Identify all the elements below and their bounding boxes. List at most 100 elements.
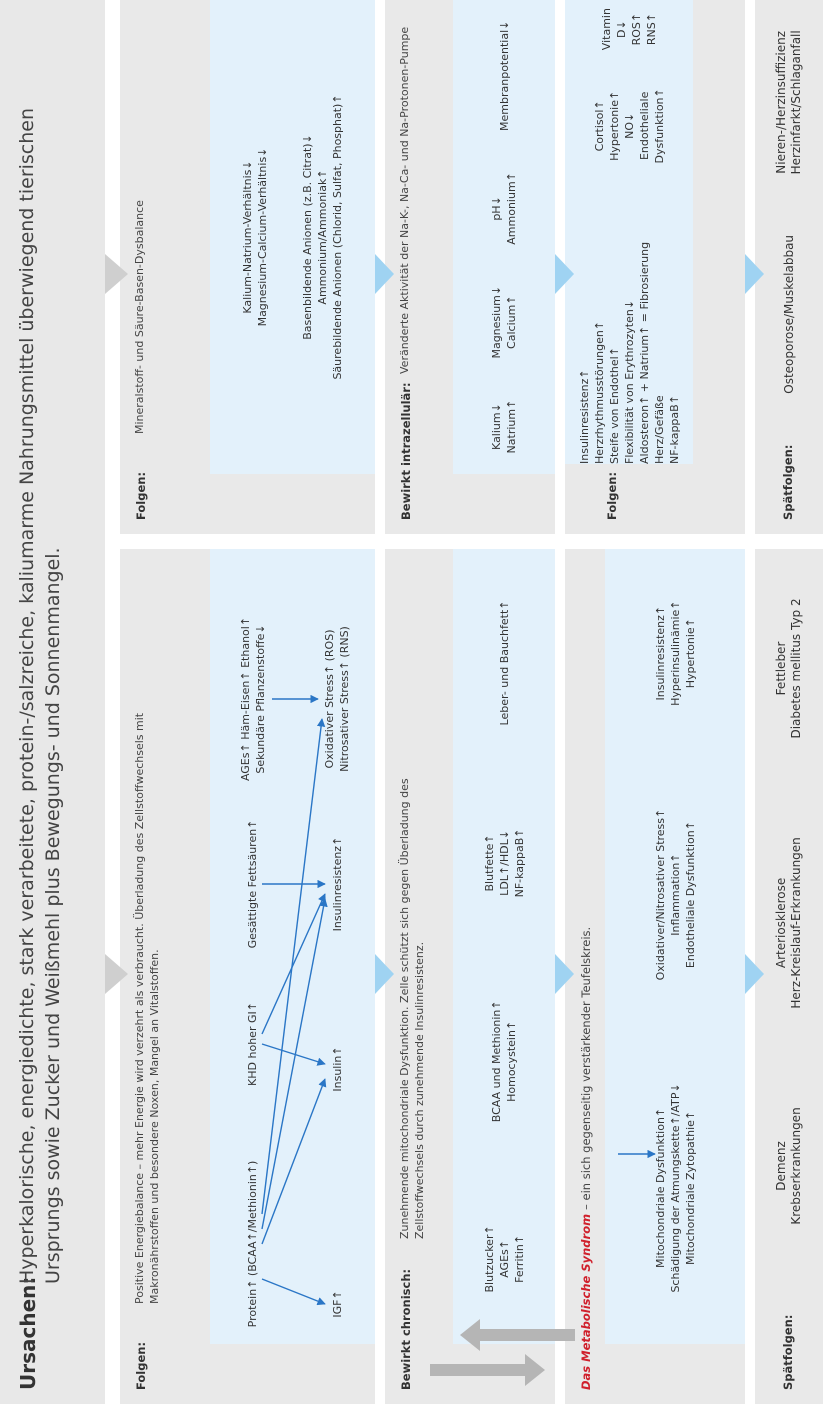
cause-text: KHD hoher GI↑ [246, 1002, 259, 1086]
section-label: Das Metabolische Syndrom – ein sich gege… [579, 927, 593, 1390]
item-group: Blutzucker↑ AGEs↑ Ferritin↑ [482, 1225, 527, 1292]
item-text: Schädigung der Atmungskette↑/ATP↓ [668, 1083, 682, 1293]
item-text: Natrium↑ [505, 399, 518, 454]
item-text: Säurebildende Anionen (Chlorid, Sulfat, … [331, 94, 344, 380]
item-text: NF-kappaB↑ [512, 828, 526, 898]
item-group: pH↓ Ammonium↑ [489, 172, 519, 245]
item-text: Flexibilität von Erythrozyten↓ [622, 299, 636, 464]
cause-text: Gesättigte Fettsäuren↑ [246, 819, 259, 949]
item-text: Insulinresistenz↑ [653, 605, 667, 701]
item-text: Magnesium-Calcium-Verhältnis↓ [256, 147, 269, 327]
item-group: Kalium↓ Natrium↑ [489, 400, 519, 454]
item-group: Blutfette↑ LDL↑/HDL↓ NF-kappaB↑ [482, 828, 527, 897]
cause-group: Protein↑ (BCAA↑/Methionin↑) [245, 1161, 260, 1328]
section-label: Bewirkt chronisch: [399, 1268, 413, 1390]
item-text: Cortisol↑ [592, 100, 606, 152]
item-group: Magnesium↓ Calcium↑ [489, 286, 519, 359]
item-text: Aldosteron↑ + Natrium↑ = Fibrosierung He… [637, 241, 666, 464]
section: Das Metabolische Syndrom – ein sich gege… [565, 549, 745, 1404]
item-group: Demenz Krebserkrankungen [774, 1107, 804, 1224]
section-intro: Veränderte Aktivität der Na-K-, Na-Ca- u… [398, 26, 411, 374]
section: Folgen: Positive Energiebalance – mehr En… [120, 549, 375, 1404]
content-box: Kalium-Natrium-Verhältnis↓ Magnesium-Calc… [210, 0, 375, 474]
section-label: Folgen: [134, 471, 148, 520]
item-group: Fettleber Diabetes mellitus Typ 2 [774, 598, 804, 738]
causes-banner: Ursachen: Hyperkalorische, energiedichte… [0, 0, 105, 1404]
item-group: Membranpotential↓ [497, 21, 512, 131]
section: Bewirkt chronisch: Zunehmende mitochondri… [385, 549, 555, 1404]
item-text: Blutfette↑ [482, 834, 496, 892]
item-text: Endotheliale Dysfunktion↑ [683, 821, 697, 969]
item-text: Ammonium/Ammoniak↑ [316, 169, 329, 305]
causes-label: Ursachen: [16, 1276, 40, 1390]
late-effects: Demenz Krebserkrankungen Arteriosklerose He… [755, 549, 823, 1274]
section-label: Spätfolgen: [781, 444, 795, 520]
item-text: Leber- und Bauchfett↑ [497, 600, 511, 726]
effect-text: Insulinresistenz↑ [331, 836, 344, 932]
item-text: Krebserkrankungen [789, 1107, 803, 1225]
item-group: Osteoporose/Muskelabbau [782, 235, 797, 394]
cause-group: Gesättigte Fettsäuren↑ [245, 820, 260, 949]
item-text: Diabetes mellitus Typ 2 [789, 598, 803, 739]
effect-group: Insulinresistenz↑ [330, 837, 345, 932]
item-group: Insulinresistenz↑ Herzrhythmusstörungen↑ S… [577, 193, 682, 464]
section-label: Folgen: [134, 1341, 148, 1390]
item-text: Hypertonie↑ [607, 90, 621, 161]
section: Bewirkt intrazellulär: Veränderte Aktivit… [385, 0, 555, 534]
section: Folgen: Mineralstoff- und Säure-Basen-Dys… [120, 0, 375, 534]
item-group: Insulinresistenz↑ Hyperinsulinämie↑ Hypert… [653, 600, 698, 705]
item-text: RNS↑ [645, 13, 658, 46]
effect-text: Nitrosativer Stress↑ (RNS) [338, 626, 351, 772]
item-text: ROS↑ [630, 12, 643, 46]
item-text: Herzrhythmusstörungen↑ [592, 320, 606, 464]
item-group: Leber- und Bauchfett↑ [497, 601, 512, 726]
item-text: Demenz [774, 1141, 788, 1191]
section: Spätfolgen: Osteoporose/Muskelabbau Nieren… [755, 0, 823, 534]
section-label: Bewirkt intrazellulär: [399, 382, 413, 520]
item-group: Oxidativer/Nitrosativer Stress↑ Inflammat… [653, 809, 698, 981]
item-group: Kalium-Natrium-Verhältnis↓ Magnesium-Calc… [240, 148, 270, 327]
cause-group: KHD hoher GI↑ [245, 1002, 260, 1086]
effect-group: IGF↑ [330, 1290, 345, 1317]
item-group: BCAA und Methionin↑ Homocystein↑ [489, 1000, 519, 1122]
effect-text: Oxidativer Stress↑ (ROS) [323, 629, 336, 769]
item-text: Basenbildende Anionen (z.B. Citrat)↓ [301, 134, 314, 340]
item-text: Calcium↑ [505, 295, 518, 349]
item-text: Fettleber [774, 641, 788, 696]
cause-text: Protein↑ (BCAA↑/Methionin↑) [246, 1160, 259, 1328]
item-text: Kalium-Natrium-Verhältnis↓ [241, 160, 254, 314]
item-text: LDL↑/HDL↓ [497, 830, 511, 896]
item-text: Mitochondriale Zytopathie↑ [683, 1110, 697, 1265]
cause-text: Sekundäre Pflanzenstoffe↓ [254, 624, 267, 774]
item-group: Vitamin D↓ ROS↑ RNS↑ [599, 0, 659, 58]
item-text: Oxidativer/Nitrosativer Stress↑ [653, 808, 667, 981]
content-box: Blutzucker↑ AGEs↑ Ferritin↑ BCAA und Methio… [453, 549, 555, 1344]
item-text: Hypertonie↑ [683, 618, 697, 689]
section-label: Folgen: [605, 471, 619, 520]
item-text: Ammonium↑ [505, 172, 518, 245]
item-text: Endotheliale Dysfunktion↑ [637, 88, 666, 164]
item-text: NO↓ [622, 112, 636, 139]
content-box: Protein↑ (BCAA↑/Methionin↑) KHD hoher GI↑… [210, 549, 375, 1344]
item-text: Mitochondriale Dysfunktion↑ [653, 1107, 667, 1268]
item-text: Osteoporose/Muskelabbau [781, 234, 796, 394]
section: Folgen: Insulinresistenz↑ Herzrhythmusstör… [565, 0, 745, 534]
item-text: Herz-Kreislauf-Erkrankungen [789, 837, 803, 1009]
item-text: Vitamin D↓ [600, 8, 628, 51]
item-text: Herzinfarkt/Schlaganfall [789, 30, 803, 175]
item-text: Blutzucker↑ [482, 1225, 496, 1293]
effect-text: IGF↑ [331, 1290, 344, 1318]
section-intro: Positive Energiebalance – mehr Energie w… [133, 712, 161, 1304]
item-text: Hyperinsulinämie↑ [668, 600, 682, 706]
item-group: Mitochondriale Dysfunktion↑ Schädigung de… [653, 1083, 698, 1292]
section-label: Spätfolgen: [781, 1314, 795, 1390]
causes-text: Hyperkalorische, energiedichte, stark ve… [16, 107, 64, 1284]
item-text: Membranpotential↓ [497, 20, 511, 131]
effect-text: Insulin↑ [331, 1046, 344, 1092]
content-box: Mitochondriale Dysfunktion↑ Schädigung de… [605, 549, 745, 1344]
syndrome-subtitle: – ein sich gegenseitig verstärkender Teu… [579, 926, 593, 1210]
item-text: NF-kappaB↑ [667, 395, 681, 464]
effect-group: Oxidativer Stress↑ (ROS) Nitrosativer Str… [322, 626, 352, 772]
item-group: Nieren-/Herzinsuffizienz Herzinfarkt/Schl… [774, 30, 804, 174]
